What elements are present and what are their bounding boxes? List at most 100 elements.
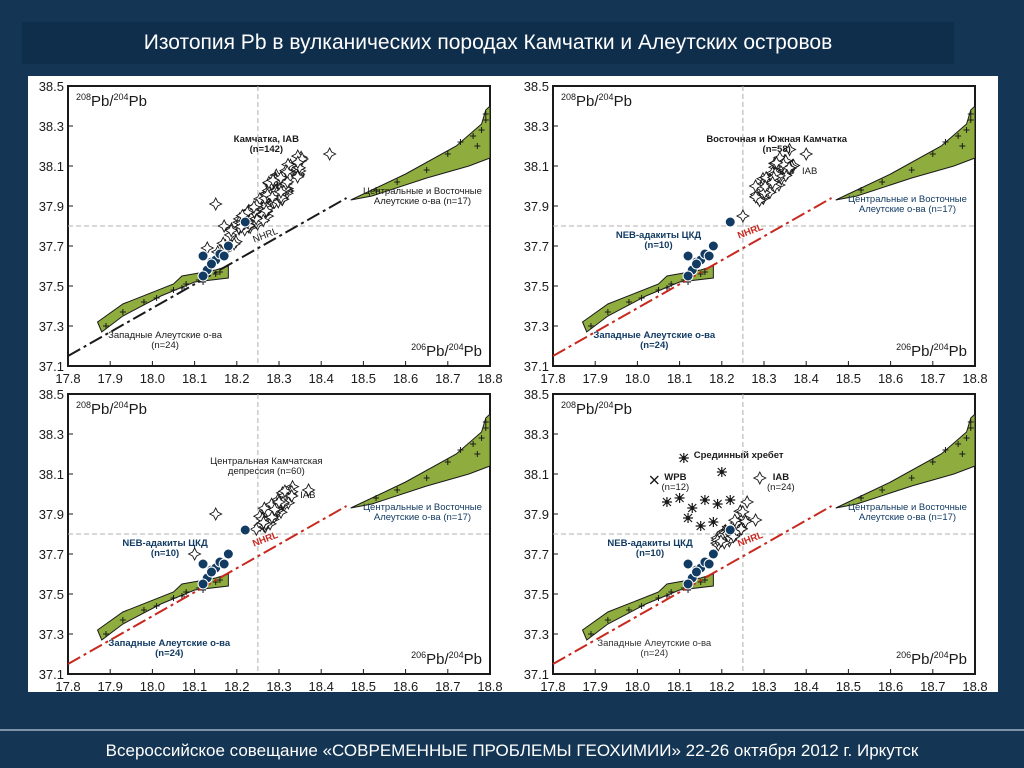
x-label-sup1: 206 bbox=[896, 650, 911, 660]
annotation-label: (n=58) bbox=[763, 144, 791, 155]
x-label-sup2: 204 bbox=[934, 342, 949, 352]
y-tick-label: 37.1 bbox=[39, 667, 64, 682]
x-tick-label: 18.8 bbox=[962, 679, 987, 692]
point-iab bbox=[265, 190, 280, 205]
x-tick-label: 18.8 bbox=[477, 371, 502, 386]
y-tick-label: 37.3 bbox=[524, 627, 549, 642]
point-iab bbox=[265, 173, 281, 188]
y-tick-label: 37.7 bbox=[524, 547, 549, 562]
point-central-east-aleutians bbox=[963, 127, 970, 133]
annotation-label: (n=24) bbox=[155, 648, 183, 659]
y-label-base: Pb/ bbox=[91, 93, 114, 110]
point-iab bbox=[758, 179, 773, 194]
y-label-end: Pb bbox=[614, 93, 632, 110]
point-central-east-aleutians bbox=[394, 487, 401, 493]
annotation-label: (n=24) bbox=[640, 648, 668, 659]
y-axis-label: 208Pb/204Pb bbox=[76, 92, 147, 110]
point-iab bbox=[290, 155, 305, 170]
field-central-east-aleutians bbox=[350, 412, 491, 509]
point-iab bbox=[256, 515, 271, 530]
x-tick-label: 17.8 bbox=[540, 371, 565, 386]
annotation-label: (n=24) bbox=[767, 482, 795, 493]
annotation-label: (n=24) bbox=[151, 340, 179, 351]
point-west-aleutians bbox=[119, 309, 126, 315]
point-iab bbox=[208, 196, 223, 212]
y-tick-label: 37.9 bbox=[524, 199, 549, 214]
y-tick-label: 37.5 bbox=[39, 279, 64, 294]
x-tick-label: 18.1 bbox=[667, 679, 692, 692]
x-tick-label: 18.2 bbox=[224, 371, 249, 386]
x-tick-label: 18.2 bbox=[224, 679, 249, 692]
point-neb-adakite bbox=[197, 270, 209, 282]
x-label-sup1: 206 bbox=[411, 650, 426, 660]
point-iab bbox=[765, 175, 780, 190]
y-label-base: Pb/ bbox=[576, 93, 599, 110]
y-tick-label: 37.1 bbox=[524, 359, 549, 374]
point-central-east-aleutians bbox=[457, 139, 464, 145]
point-central-east-aleutians bbox=[955, 441, 962, 447]
point-central-east-aleutians bbox=[478, 127, 485, 133]
y-tick-label: 38.1 bbox=[39, 467, 64, 482]
x-tick-label: 17.8 bbox=[55, 679, 80, 692]
x-tick-label: 18.4 bbox=[794, 679, 819, 692]
annotation-label: NEB-адакиты ЦКД bbox=[616, 230, 702, 241]
annotation-label: Камчатка, IAB bbox=[234, 134, 299, 145]
y-tick-label: 38.3 bbox=[39, 119, 64, 134]
x-tick-label: 18.2 bbox=[709, 679, 734, 692]
point-west-aleutians bbox=[625, 299, 632, 305]
point-central-east-aleutians bbox=[967, 425, 974, 431]
x-tick-label: 18.7 bbox=[920, 679, 945, 692]
point-west-aleutians bbox=[140, 607, 147, 613]
point-iab bbox=[748, 189, 763, 204]
legend-iab-icon bbox=[752, 470, 767, 486]
point-central-east-aleutians bbox=[963, 435, 970, 441]
annotation-label: Восточная и Южная Камчатка bbox=[706, 134, 847, 145]
annotation-label: Центральные и Восточные bbox=[848, 502, 967, 513]
x-tick-label: 18.3 bbox=[751, 371, 776, 386]
point-iab bbox=[271, 494, 287, 510]
y-label-end: Pb bbox=[129, 93, 147, 110]
y-tick-label: 38.5 bbox=[524, 387, 549, 402]
point-wpb-core bbox=[664, 500, 669, 504]
x-tick-label: 18.5 bbox=[836, 679, 861, 692]
annotation-label: (n=10) bbox=[644, 240, 672, 251]
point-west-aleutians bbox=[604, 617, 611, 623]
point-neb-adakite bbox=[690, 566, 702, 578]
x-tick-label: 18.8 bbox=[962, 371, 987, 386]
x-label-base: Pb/ bbox=[426, 343, 449, 360]
x-tick-label: 18.6 bbox=[878, 679, 903, 692]
point-west-aleutians bbox=[170, 287, 177, 293]
annotation-label: депрессия (n=60) bbox=[228, 466, 305, 477]
point-neb-adakite bbox=[703, 558, 715, 570]
x-tick-label: 18.5 bbox=[351, 371, 376, 386]
point-central-east-aleutians bbox=[879, 179, 886, 185]
point-central-east-aleutians bbox=[955, 133, 962, 139]
x-tick-label: 18.5 bbox=[351, 679, 376, 692]
y-label-sup1: 208 bbox=[561, 400, 576, 410]
point-west-aleutians bbox=[587, 631, 594, 637]
point-iab bbox=[257, 501, 272, 516]
x-label-sup2: 204 bbox=[449, 650, 464, 660]
point-neb-adakite bbox=[707, 240, 719, 252]
point-iab bbox=[769, 155, 784, 170]
x-axis-label: 206Pb/204Pb bbox=[411, 650, 482, 668]
x-label-end: Pb bbox=[464, 343, 482, 360]
point-neb-adakite bbox=[707, 548, 719, 560]
annotation-label: NEB-адакиты ЦКД bbox=[607, 538, 693, 549]
y-tick-label: 37.9 bbox=[524, 507, 549, 522]
point-west-aleutians bbox=[655, 595, 662, 601]
annotation-label: IAB bbox=[802, 166, 817, 177]
point-iab bbox=[264, 510, 279, 525]
y-tick-label: 37.7 bbox=[39, 239, 64, 254]
y-label-sup1: 208 bbox=[76, 92, 91, 102]
point-central-east-aleutians bbox=[959, 451, 966, 457]
annotation-label: Алеутские о-ва (n=17) bbox=[374, 512, 471, 523]
point-iab bbox=[738, 514, 753, 529]
point-west-aleutians bbox=[668, 589, 675, 595]
x-axis-label: 206Pb/204Pb bbox=[896, 650, 967, 668]
y-tick-label: 37.3 bbox=[39, 319, 64, 334]
y-label-sup2: 204 bbox=[599, 400, 614, 410]
point-neb-adakite bbox=[197, 250, 209, 262]
point-iab bbox=[208, 506, 223, 522]
point-central-east-aleutians bbox=[942, 139, 949, 145]
